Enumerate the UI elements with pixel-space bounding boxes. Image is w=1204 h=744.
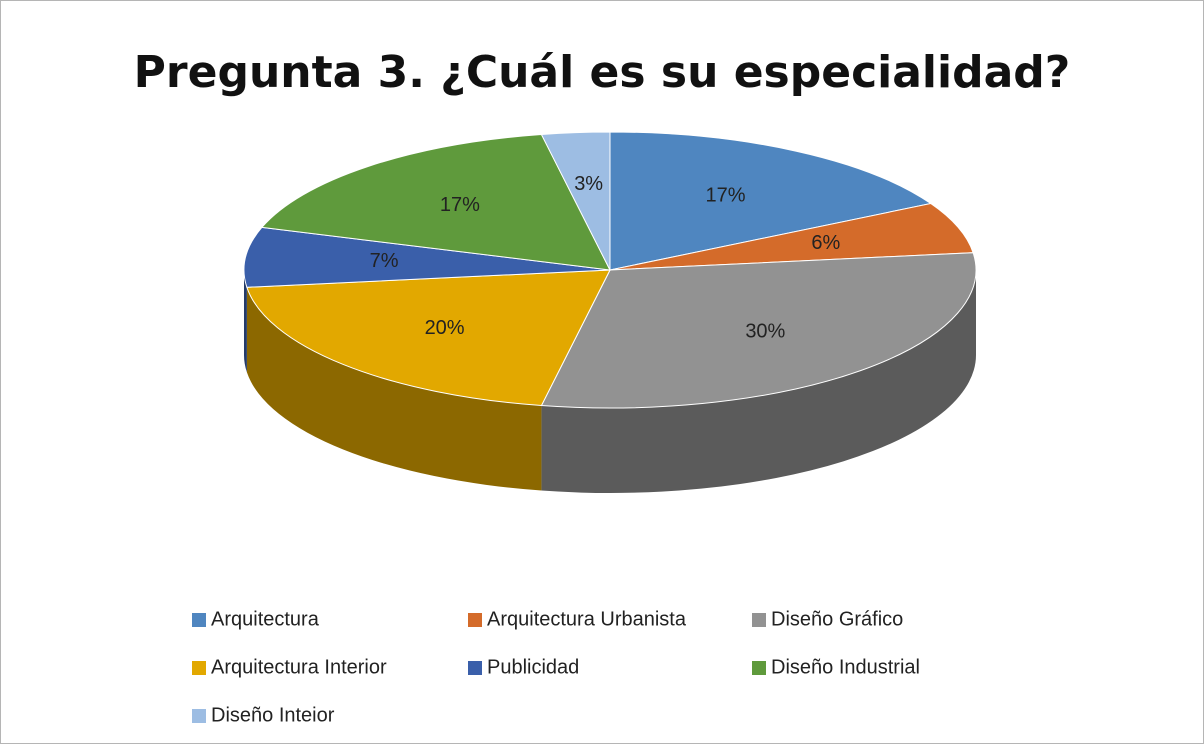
legend-label: Arquitectura xyxy=(211,608,320,630)
pie-slice xyxy=(609,202,974,271)
value-label: 17% xyxy=(440,194,480,216)
legend-label: Diseño Inteior xyxy=(211,704,335,726)
legend-swatch xyxy=(192,709,206,723)
value-label: 3% xyxy=(574,173,603,195)
pie-side xyxy=(244,270,247,373)
legend-swatch xyxy=(192,661,206,675)
legend-swatch xyxy=(192,613,206,627)
legend-label: Diseño Industrial xyxy=(771,656,920,678)
pie-side xyxy=(541,270,976,493)
legend-swatch xyxy=(752,661,766,675)
pie-slice xyxy=(260,133,611,271)
value-label: 20% xyxy=(425,317,465,339)
legend-swatch xyxy=(752,613,766,627)
value-label: 6% xyxy=(811,232,840,254)
pie-slice xyxy=(609,131,932,271)
value-label: 30% xyxy=(745,321,785,343)
value-label: 17% xyxy=(705,185,745,207)
legend-label: Publicidad xyxy=(487,656,579,678)
chart-title: Pregunta 3. ¿Cuál es su especialidad? xyxy=(134,47,1071,98)
legend-swatch xyxy=(468,613,482,627)
pie-slice xyxy=(540,252,977,409)
legend-swatch xyxy=(468,661,482,675)
pie-slice xyxy=(246,269,611,407)
legend-label: Diseño Gráfico xyxy=(771,608,903,630)
legend-label: Arquitectura Urbanista xyxy=(487,608,687,630)
pie-slice xyxy=(540,131,611,271)
value-label: 7% xyxy=(370,250,399,272)
pie-slice xyxy=(243,226,611,288)
legend-label: Arquitectura Interior xyxy=(211,656,387,678)
pie-side xyxy=(246,287,542,491)
